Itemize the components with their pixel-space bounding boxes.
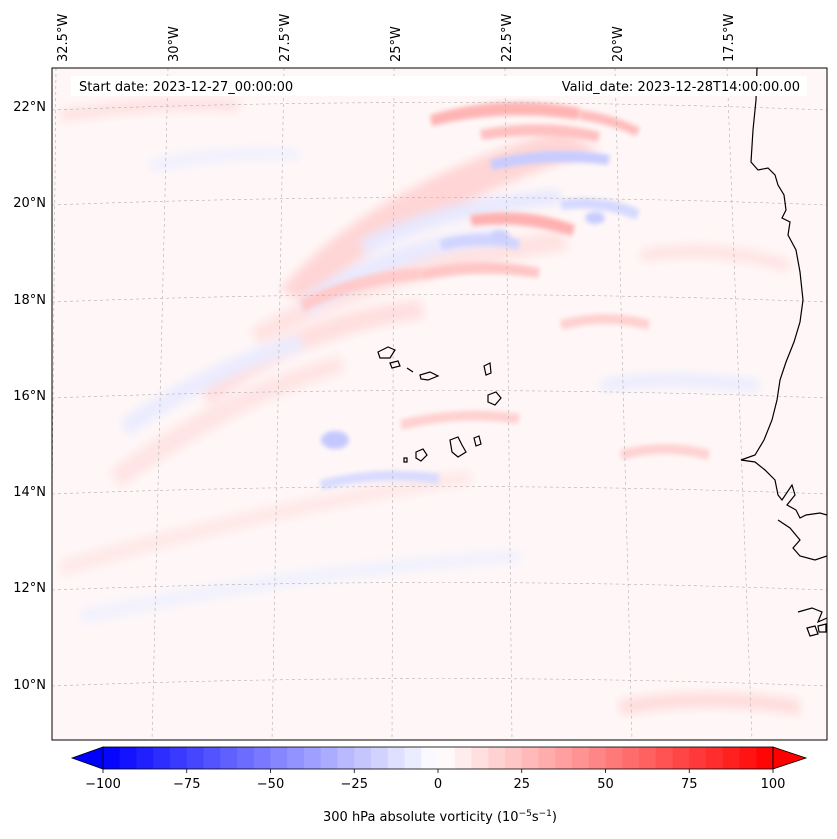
colorbar-tick-label: 25 [513,777,530,792]
lat-label: 14°N [13,485,46,500]
colorbar-tick-label: 100 [761,777,786,792]
graticule [52,68,827,740]
colorbar-tick-label: 50 [597,777,614,792]
colorbar-segment [505,747,523,769]
africa-coastline [740,68,827,519]
colorbar-segment [136,747,154,769]
colorbar-segment [622,747,640,769]
colorbar-tick-label: −50 [257,777,284,792]
colorbar-segment [639,747,657,769]
colorbar-segment [103,747,121,769]
colorbar-segment [488,747,506,769]
colorbar-tick-label: 75 [681,777,698,792]
colorbar-max-extension [772,746,808,770]
colorbar-tick-label: −100 [85,777,121,792]
lon-label: 30°W [167,26,182,62]
latitude-labels: 22°N 20°N 18°N 16°N 14°N 12°N 10°N [13,100,46,693]
colorbar-segment [421,747,439,769]
colorbar-label: 300 hPa absolute vorticity (10−5s−1) [323,809,557,825]
colorbar-segment [689,747,707,769]
lat-label: 16°N [13,389,46,404]
colorbar-segment [170,747,188,769]
cape-verde-islands [377,346,502,463]
colorbar-segment [371,747,389,769]
colorbar-segment [605,747,623,769]
colorbar-segment [270,747,288,769]
colorbar-segment [404,747,422,769]
map-frame [51,67,828,741]
colorbar-min-extension [70,746,104,770]
colorbar-segment [203,747,221,769]
lon-label: 27.5°W [278,14,293,62]
coastlines [740,68,827,637]
colorbar-segment [471,747,489,769]
colorbar-segment [521,747,540,769]
colorbar-segment [354,747,372,769]
colorbar-segment [572,747,590,769]
colorbar-segment [588,747,607,769]
colorbar: −100 −75 −50 −25 0 25 50 75 100 300 hPa absolute… [70,746,808,825]
colorbar-segment [253,747,272,769]
colorbar-segments [103,747,774,769]
colorbar-segment [387,747,406,769]
start-date-label: Start date: 2023-12-27_00:00:00 [79,80,293,95]
colorbar-segment [287,747,305,769]
colorbar-tick-label: −75 [173,777,200,792]
valid-date-label: Valid_date: 2023-12-28T14:00:00.00 [562,80,800,95]
colorbar-segment [320,747,339,769]
colorbar-segment [304,747,322,769]
info-box [71,76,807,96]
colorbar-segment [153,747,171,769]
map-panel: Start date: 2023-12-27_00:00:00 Valid_da… [51,67,828,741]
colorbar-ticks: −100 −75 −50 −25 0 25 50 75 100 [85,769,785,792]
colorbar-tick-label: −25 [341,777,368,792]
colorbar-segment [722,747,741,769]
colorbar-segment [555,747,573,769]
colorbar-segment [538,747,556,769]
colorbar-segment [186,747,205,769]
lon-label: 20°W [611,26,626,62]
lon-label: 32.5°W [56,14,71,62]
colorbar-segment [438,747,456,769]
lat-label: 22°N [13,100,46,115]
colorbar-segment [739,747,757,769]
colorbar-segment [337,747,355,769]
longitude-labels: 32.5°W 30°W 27.5°W 25°W 22.5°W 20°W 17.5… [56,14,737,62]
colorbar-segment [119,747,138,769]
lat-label: 10°N [13,678,46,693]
lon-label: 17.5°W [722,14,737,62]
colorbar-segment [220,747,238,769]
lon-label: 25°W [389,26,404,62]
lat-label: 18°N [13,293,46,308]
colorbar-segment [454,747,473,769]
colorbar-segment [672,747,690,769]
lat-label: 20°N [13,196,46,211]
vorticity-field [60,98,800,715]
colorbar-segment [237,747,255,769]
colorbar-tick-label: 0 [434,777,442,792]
colorbar-segment [655,747,674,769]
lon-label: 22.5°W [500,14,515,62]
colorbar-segment [756,747,774,769]
colorbar-segment [706,747,724,769]
lat-label: 12°N [13,581,46,596]
